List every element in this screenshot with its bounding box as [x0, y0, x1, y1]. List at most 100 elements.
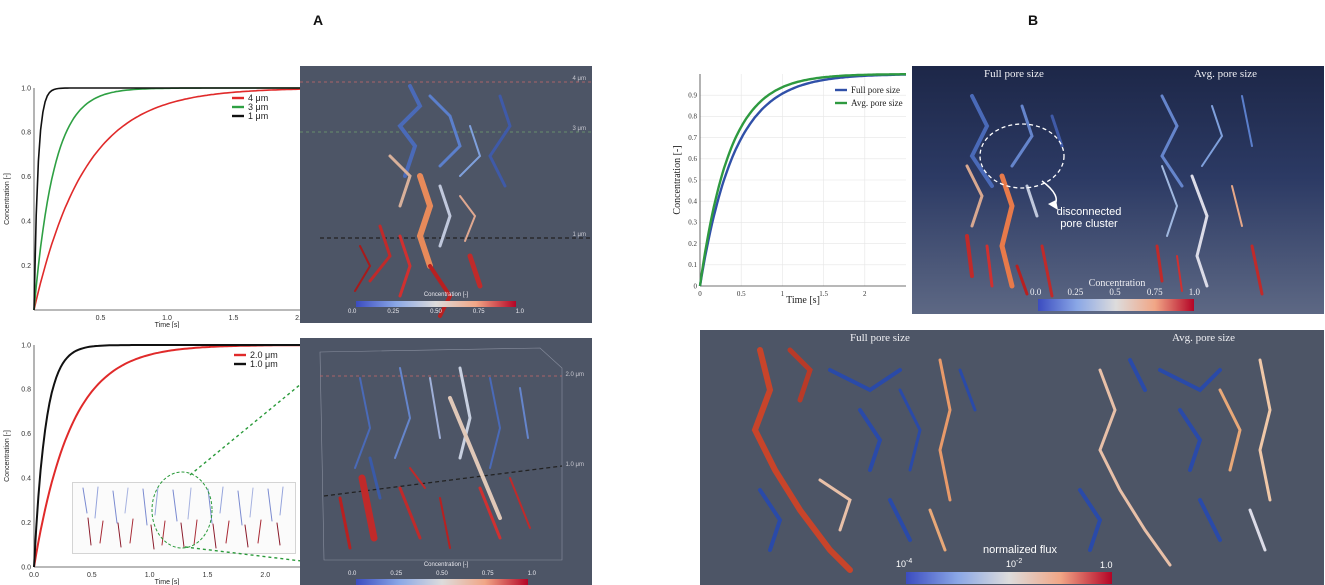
zoom-indicator	[151, 369, 319, 564]
pore-network-render-avg	[1155, 94, 1264, 296]
y-tick-label: 0.2	[21, 520, 31, 527]
colorbar-title: Concentration [-]	[423, 292, 469, 298]
colorbar	[906, 572, 1112, 584]
x-tick-label: 1.0	[162, 315, 172, 322]
colorbar-tick: 0.0	[1030, 287, 1042, 297]
render-b-top: Full pore size Avg. pore size disconnect…	[912, 66, 1324, 314]
colorbar-tick: 0.25	[387, 309, 400, 315]
flux-network-render-avg	[1078, 358, 1272, 567]
render-title-full: Full pore size	[850, 332, 910, 344]
x-tick-label: 2.0	[260, 572, 270, 579]
y-tick-label: 0.9	[688, 92, 697, 100]
level-label: 4 μm	[572, 76, 586, 82]
colorbar-tick-base: 10	[896, 559, 907, 569]
chart-b: 0 0.5 1 1.5 2 0 0.1 0.2 0.3 0.4 0.5 0.6 0.7 0.8 0.9 Tim…	[672, 72, 906, 306]
series-line	[33, 88, 301, 311]
annotation-disconnected-cluster: disconnected pore cluster	[1044, 206, 1134, 230]
x-tick-label: 0	[698, 290, 702, 298]
render-title-full: Full pore size	[984, 68, 1044, 80]
flux-network-render-full	[751, 347, 977, 573]
colorbar-tick: 0.75	[1146, 287, 1163, 297]
y-tick-label: 0.8	[688, 113, 697, 121]
colorbar-tick-exponent: -4	[906, 558, 913, 565]
colorbar	[1038, 299, 1194, 311]
legend-label: 4 μm	[248, 93, 268, 103]
colorbar-tick: 1.0	[515, 309, 524, 315]
colorbar-tick: 0.75	[472, 309, 485, 315]
pore-network-render	[338, 366, 531, 550]
annotation-line: pore cluster	[1060, 218, 1118, 230]
level-label: 2.0 μm	[565, 372, 584, 378]
x-tick-label: 0.5	[96, 315, 106, 322]
colorbar-ticks: 0.0 0.25 0.5 0.75 1.0	[1030, 287, 1200, 297]
colorbar-tick: 0.25	[390, 571, 403, 577]
y-tick-label: 0.6	[688, 155, 697, 163]
legend-label: 1 μm	[248, 111, 268, 121]
colorbar-title: Concentration	[1088, 278, 1146, 289]
y-tick-label: 1.0	[21, 342, 31, 349]
series-line	[33, 344, 300, 568]
y-tick-label: 0.6	[21, 174, 31, 181]
y-axis-label: Concentration [-]	[4, 430, 11, 482]
legend-label: 3 μm	[248, 102, 268, 112]
colorbar-tick: 1.0	[1100, 560, 1113, 570]
colorbar-tick: 0.75	[481, 571, 494, 577]
pore-network-render-full	[965, 94, 1064, 298]
y-tick-label: 0.2	[21, 263, 31, 270]
x-tick-label: 0.5	[87, 572, 97, 579]
x-tick-label: 0.5	[737, 290, 746, 298]
y-tick-label: 0.8	[21, 130, 31, 137]
colorbar-tick: 0.0	[348, 309, 357, 315]
y-tick-label: 1.0	[21, 85, 31, 92]
x-tick-label: 0.0	[29, 572, 39, 579]
x-axis-label: Time [s]	[155, 579, 180, 585]
annotation-line: disconnected	[1056, 206, 1122, 218]
colorbar-title: normalized flux	[983, 544, 1057, 556]
colorbar-tick: 10-4	[896, 558, 912, 569]
y-tick-label: 0.4	[21, 219, 31, 226]
y-tick-label: 0.4	[21, 476, 31, 483]
x-axis-label: Time [s]	[786, 295, 820, 306]
level-label: 1.0 μm	[565, 462, 584, 468]
colorbar-tick: 0.5	[1109, 287, 1121, 297]
legend-label: Full pore size	[851, 85, 900, 95]
colorbar-tick: 10-2	[1006, 558, 1022, 569]
x-tick-label: 2	[863, 290, 867, 298]
colorbar-title: Concentration [-]	[423, 562, 469, 568]
render-a-top: 4 μm 3 μm 1 μm Concentration [-] 0.0 0.2…	[300, 66, 592, 323]
colorbar-ticks: 0.0 0.25 0.50 0.75 1.0	[348, 571, 536, 577]
render-title-avg: Avg. pore size	[1172, 332, 1236, 344]
panel-label-a: A	[313, 12, 324, 28]
colorbar-tick: 0.50	[430, 309, 442, 315]
colorbar	[356, 301, 516, 307]
y-tick-label: 0.7	[688, 134, 697, 142]
colorbar-tick: 0.25	[1067, 287, 1084, 297]
level-label: 3 μm	[572, 126, 586, 132]
colorbar-tick-exponent: -2	[1016, 558, 1023, 565]
x-tick-label: 1.5	[229, 315, 239, 322]
render-b-bottom: Full pore size Avg. pore size normalized…	[700, 330, 1324, 585]
y-axis-label: Concentration [-]	[4, 173, 11, 225]
x-tick-label: 1.5	[203, 572, 213, 579]
render-a-bottom: 2.0 μm 1.0 μm Concentration [-] 0.0 0.25…	[300, 338, 592, 585]
colorbar-tick-base: 10	[1006, 559, 1017, 569]
legend-label: 2.0 μm	[250, 350, 278, 360]
x-tick-label: 1	[781, 290, 785, 298]
y-tick-label: 0.2	[688, 240, 697, 248]
y-tick-label: 0.8	[21, 387, 31, 394]
y-tick-label: 0.1	[688, 261, 697, 269]
legend-label: Avg. pore size	[851, 98, 903, 108]
colorbar-tick: 0.0	[348, 571, 357, 577]
x-axis-label: Time [s]	[155, 322, 180, 328]
x-tick-label: 1.0	[145, 572, 155, 579]
level-label: 1 μm	[572, 232, 586, 238]
x-tick-label: 1.5	[819, 290, 828, 298]
series-line	[698, 72, 906, 287]
colorbar	[356, 579, 528, 585]
series-line	[33, 87, 300, 311]
y-tick-label: 0.0	[21, 564, 31, 571]
y-tick-label: 0.3	[688, 219, 697, 227]
colorbar-tick: 1.0	[1188, 287, 1200, 297]
